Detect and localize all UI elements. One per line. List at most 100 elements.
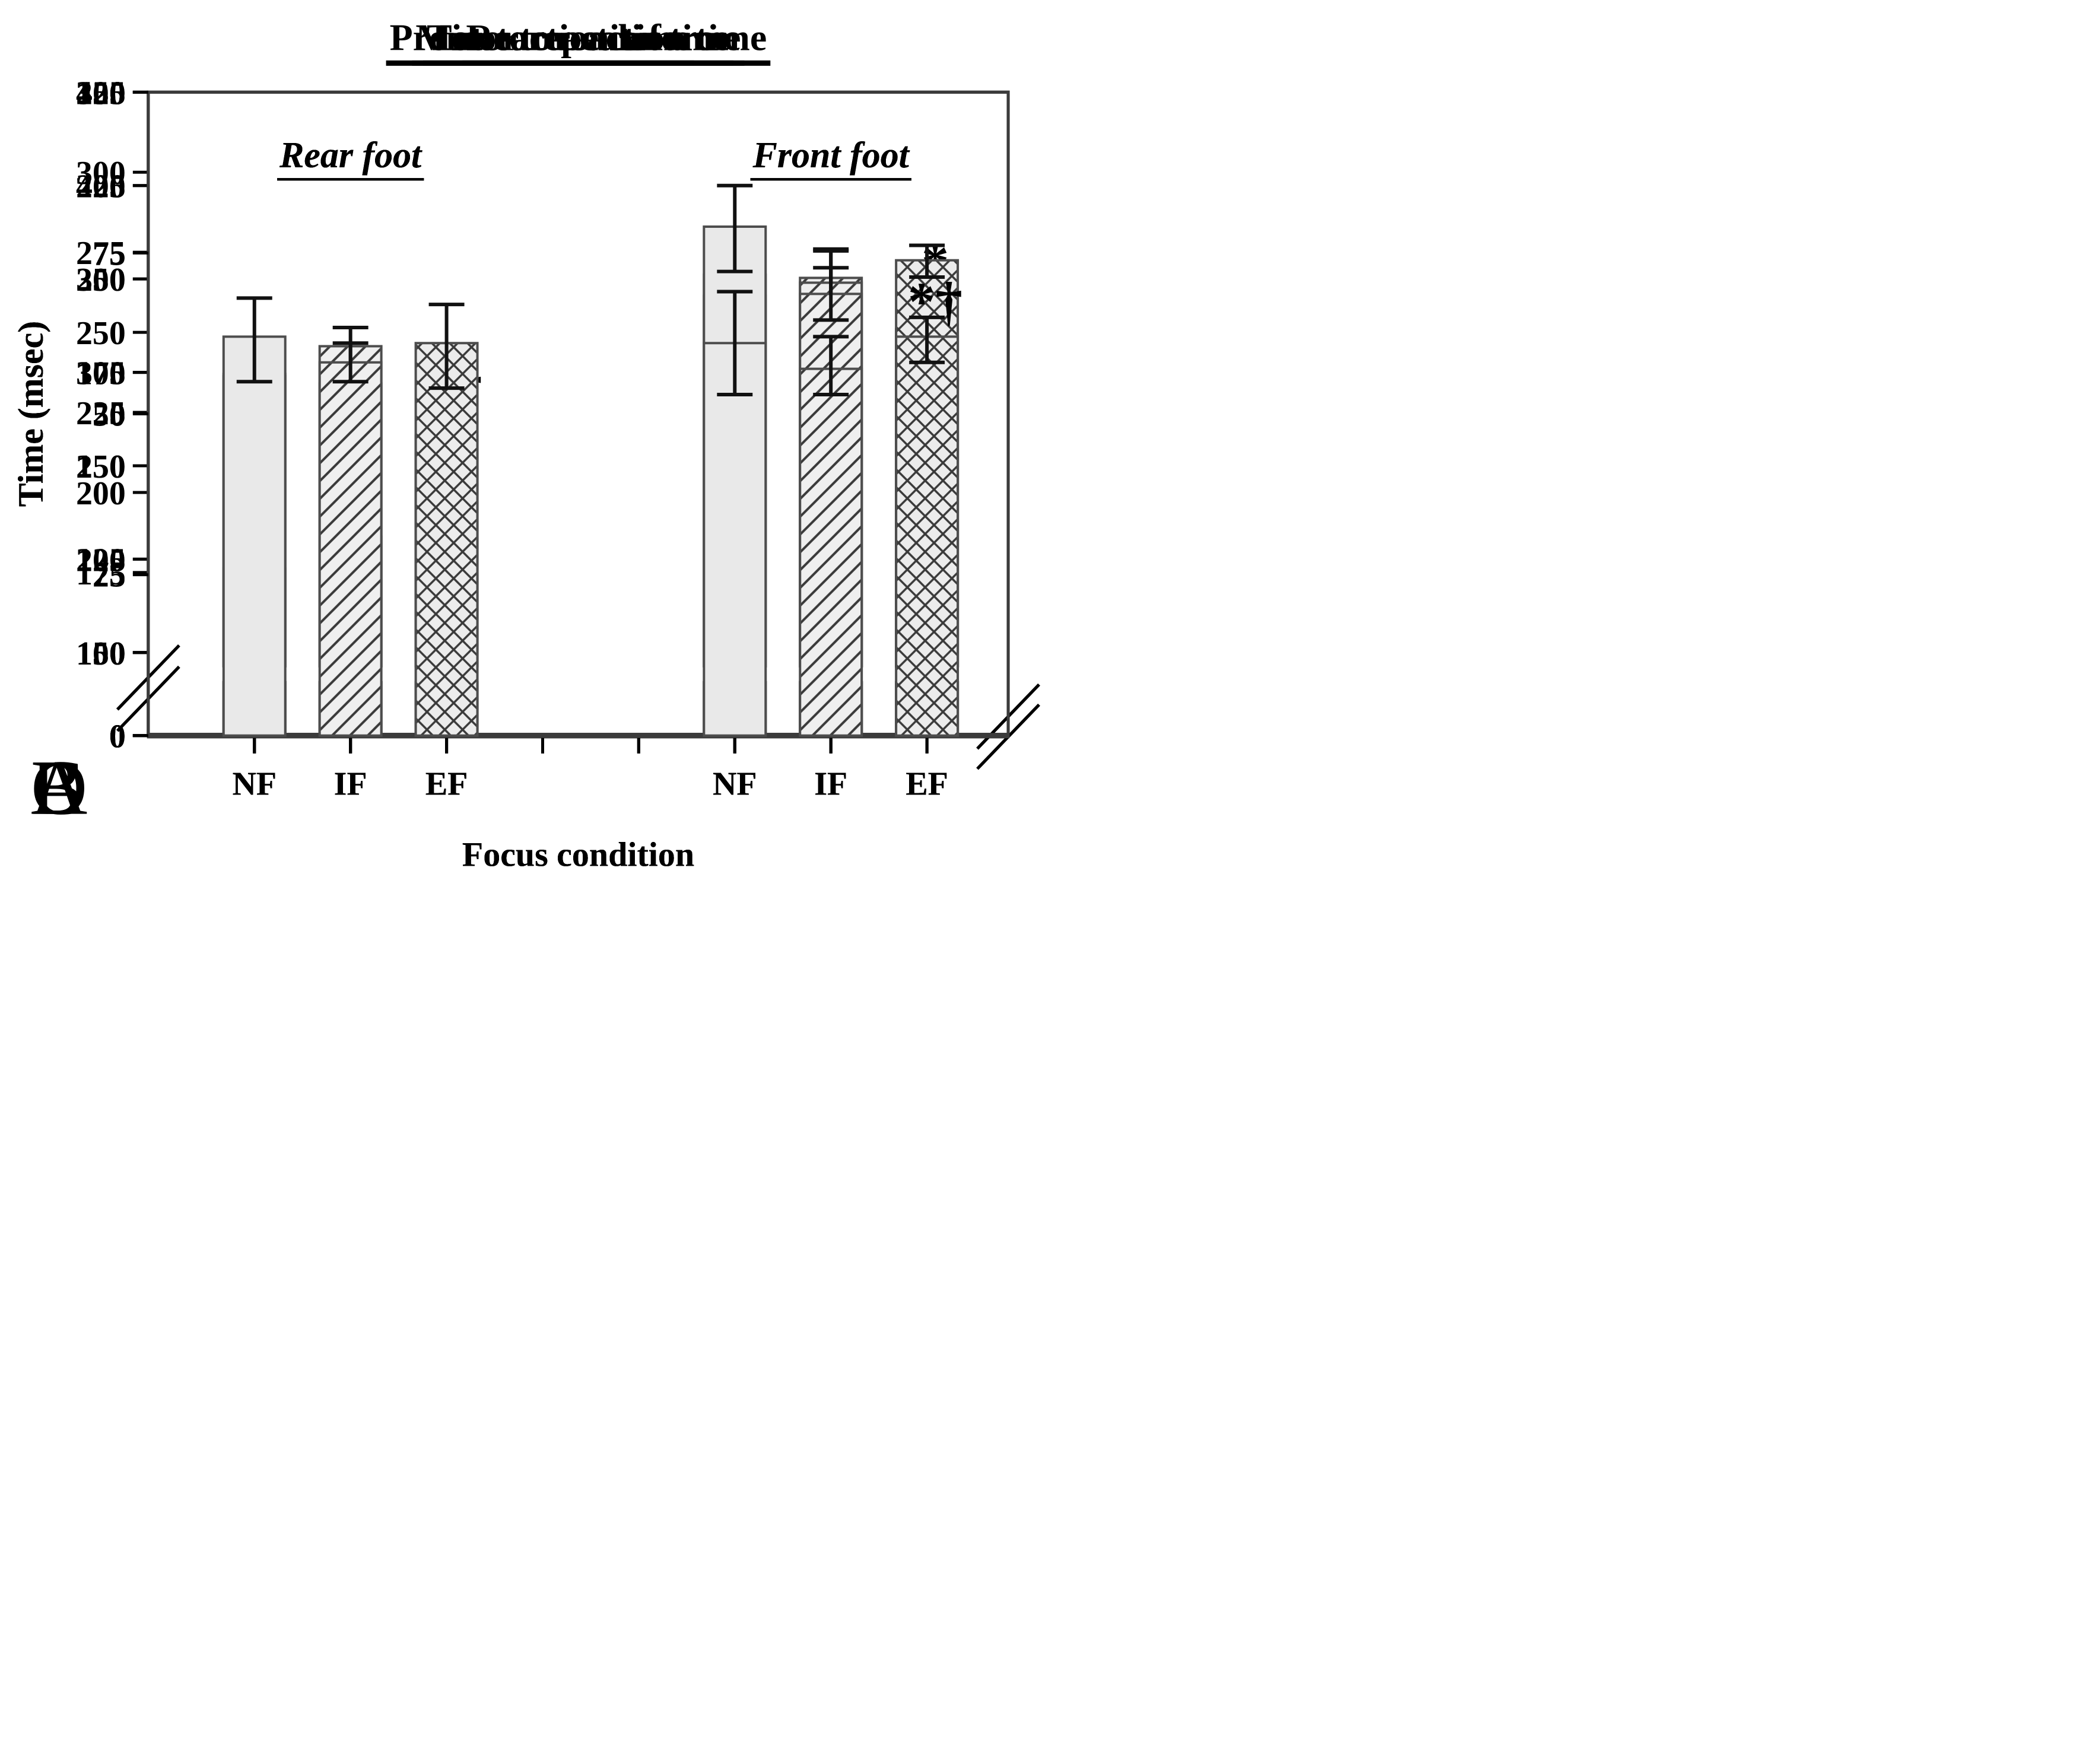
group-label-rear-foot: Rear foot [279, 135, 422, 176]
error-bar-EF [909, 315, 945, 364]
x-category-label: IF [814, 766, 847, 803]
x-category-label: IF [334, 766, 367, 803]
bar-NF [222, 335, 287, 737]
error-bar-IF [813, 266, 849, 322]
x-category-label: NF [713, 766, 757, 803]
y-tick-label: 225 [76, 395, 126, 432]
y-tick-label: 100 [76, 635, 126, 672]
y-tick-label: 150 [76, 635, 126, 672]
x-category-label: NF [713, 766, 757, 803]
x-axis-label: Focus condition [462, 835, 694, 874]
group-label-rear-foot: Rear foot [279, 135, 422, 176]
y-tick-label: 75 [93, 236, 126, 272]
x-category-label: IF [334, 766, 367, 803]
y-axis-label: Time (msec) [11, 321, 50, 507]
panel-letter: A [31, 744, 87, 831]
error-bar-NF [236, 296, 272, 384]
y-tick-label: 0 [109, 719, 126, 755]
panel-title: Reaction time [466, 16, 690, 58]
y-tick-label: 250 [76, 315, 126, 352]
panel-letter: D [31, 744, 87, 831]
panel-title: Motor reaction time [415, 16, 741, 58]
x-category-label: IF [814, 766, 847, 803]
x-category-label: NF [713, 766, 757, 803]
x-category-label: IF [814, 766, 847, 803]
y-tick-label: 125 [76, 542, 126, 579]
x-category-label: EF [906, 766, 948, 803]
x-category-label: NF [232, 766, 277, 803]
bar-EF [895, 335, 960, 737]
bar-NF [703, 342, 767, 737]
x-category-label: NF [232, 766, 277, 803]
bar-IF [799, 367, 863, 737]
y-tick-label: 100 [76, 75, 126, 112]
y-axis-label: Time (msec) [11, 321, 50, 507]
x-axis-label: Focus condition [462, 835, 694, 874]
y-tick-label: 450 [76, 75, 126, 112]
error-bar-EF [909, 243, 945, 279]
x-category-label: EF [906, 766, 948, 803]
error-bar-NF [717, 290, 753, 396]
panel-D-svg: Motor reaction time 0 25 50 75 100 Time (msec)… [11, 16, 1010, 874]
y-axis-ticks: 0 25 50 75 100 [76, 75, 148, 755]
y-tick-label: 225 [76, 169, 126, 205]
panel-letter: B [31, 744, 83, 831]
panel-d-motor-reaction-time: Motor reaction time 0 25 50 75 100 Time (msec)… [0, 0, 1050, 882]
y-tick-label: 175 [76, 555, 126, 592]
bar-EF [414, 342, 479, 737]
x-category-label: EF [425, 766, 468, 803]
x-category-label: NF [232, 766, 277, 803]
group-label-rear-foot: Rear foot [279, 135, 422, 176]
y-tick-label: 150 [76, 635, 126, 672]
error-bar-IF [332, 341, 368, 384]
x-category-label: NF [232, 766, 277, 803]
y-tick-label: 400 [76, 169, 126, 205]
panel-letter: C [31, 744, 83, 831]
y-tick-label: 25 [93, 558, 126, 595]
group-label-rear-foot: Rear foot [279, 135, 422, 176]
bar-IF [318, 361, 383, 737]
x-category-label: EF [425, 766, 468, 803]
x-category-label: IF [334, 766, 367, 803]
y-axis-label: Time (msec) [11, 321, 50, 507]
error-bar-IF [813, 335, 849, 396]
group-label-front-foot: Front foot [752, 135, 910, 176]
y-tick-label: 200 [76, 262, 126, 298]
y-tick-label: 275 [76, 235, 126, 272]
y-axis-label: Time (msec) [11, 321, 50, 507]
panel-title: Time to peak force [427, 16, 730, 58]
panel-title: Premotor reaction time [390, 16, 767, 58]
y-tick-label: 300 [76, 155, 126, 192]
bar-group-front [703, 290, 960, 737]
x-category-label: IF [814, 766, 847, 803]
x-category-label: EF [425, 766, 468, 803]
y-tick-label: 50 [93, 397, 126, 434]
bar-group-rear [222, 296, 479, 737]
x-category-label: EF [906, 766, 948, 803]
x-category-label: NF [713, 766, 757, 803]
y-tick-label: 200 [76, 542, 126, 579]
y-tick-label: 200 [76, 475, 126, 512]
y-tick-label: 325 [76, 75, 126, 112]
error-bar-NF [717, 183, 753, 274]
x-category-label: EF [906, 766, 948, 803]
significance-marker: *† [908, 271, 962, 332]
y-tick-label: 175 [76, 355, 126, 392]
x-axis-label: Focus condition [462, 835, 694, 874]
y-tick-label: 300 [76, 355, 126, 392]
x-axis-ticks [253, 738, 929, 754]
x-category-label: EF [425, 766, 468, 803]
y-tick-label: 250 [76, 75, 126, 112]
error-bar-EF [428, 303, 465, 390]
y-tick-label: 350 [76, 262, 126, 298]
x-axis-label: Focus condition [462, 835, 694, 874]
group-label-front-foot: Front foot [752, 135, 910, 176]
group-label-front-foot: Front foot [752, 135, 910, 176]
group-label-front-foot: Front foot [752, 135, 910, 176]
x-category-label: IF [334, 766, 367, 803]
y-tick-label: 150 [76, 449, 126, 485]
